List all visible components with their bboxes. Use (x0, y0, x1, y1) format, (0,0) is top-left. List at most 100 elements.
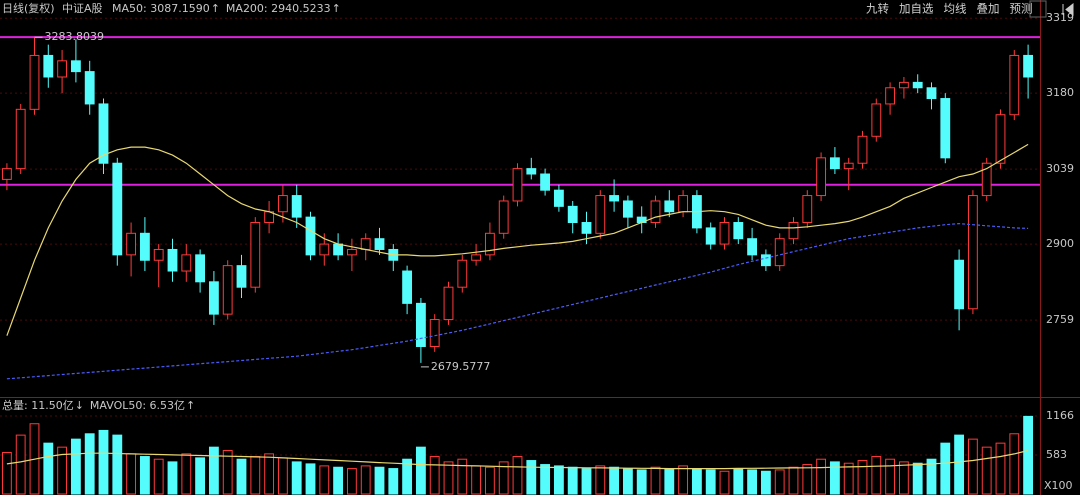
volume-bar (650, 466, 661, 495)
volume-bar (760, 470, 771, 495)
candle-body (829, 157, 840, 170)
volume-bar (512, 456, 523, 495)
rewind-icon[interactable] (1062, 2, 1074, 17)
candle-body (967, 195, 978, 310)
candle-body (857, 135, 868, 164)
volume-bar (581, 468, 592, 495)
candle-body (816, 157, 827, 197)
volume-bar (457, 458, 468, 495)
candle-body (553, 189, 564, 207)
volume-label: MAVOL50: 6.53亿 (90, 399, 185, 412)
volume-bar (664, 468, 675, 495)
volume-bar (802, 464, 813, 495)
volume-bar (388, 468, 399, 495)
candle-body (885, 87, 896, 105)
volume-bar (98, 429, 109, 495)
volume-bar (595, 465, 606, 495)
candle-body (43, 54, 54, 78)
volume-bar (843, 462, 854, 495)
volume-label: 总量: 11.50亿 (2, 398, 74, 412)
candle-body (305, 216, 316, 256)
candle-body (567, 205, 578, 224)
volume-bar (139, 456, 150, 495)
volume-bar (898, 461, 909, 495)
candle-body (195, 254, 206, 283)
toolbar (1029, 0, 1074, 18)
candle-body (926, 87, 937, 100)
volume-label: ↓ (75, 399, 84, 412)
mavol-line (6, 449, 1029, 470)
toolbar-button[interactable]: 均线 (944, 2, 967, 16)
volume-bar (622, 468, 633, 495)
candle-body (29, 54, 40, 110)
volume-bar (195, 457, 206, 495)
candle-body (360, 238, 371, 250)
candle-body (277, 195, 288, 213)
candle-body (374, 238, 385, 250)
volume-bar (222, 450, 233, 495)
volume-bar (885, 458, 896, 495)
toolbar-button[interactable]: 九转 (866, 2, 889, 16)
ma-trend: ↑ (332, 2, 341, 15)
volume-bar (1009, 433, 1020, 495)
volume-bar (871, 456, 882, 495)
candle-body (222, 265, 233, 315)
y-tick-label: 3180 (1046, 86, 1074, 99)
volume-bar (333, 466, 344, 495)
ma-label: MA200: 2940.5233 (226, 2, 331, 15)
volume-bar (57, 446, 68, 495)
candle-body (250, 222, 261, 288)
header: 日线(复权) 中证A股 (2, 1, 103, 15)
volume-bar (981, 446, 992, 495)
candle-body (333, 243, 344, 256)
candle-body (954, 259, 965, 310)
candle-body (1009, 54, 1020, 116)
candle-body (678, 195, 689, 213)
candle-body (415, 302, 426, 347)
volume-bar (181, 453, 192, 495)
candle-body (498, 200, 509, 234)
candle-body (733, 222, 744, 240)
candle-body (126, 232, 137, 256)
volume-bar (926, 458, 937, 495)
candle-body (346, 248, 357, 256)
volume-bar (43, 442, 54, 495)
volume-bar (305, 463, 316, 495)
candle-body (912, 81, 923, 89)
ma-label: MA50: 3087.1590 (112, 2, 210, 15)
candle-body (471, 254, 482, 261)
candle-body (98, 103, 109, 164)
volume-bar (940, 442, 951, 495)
candle-body (595, 195, 606, 234)
volume-bar (250, 456, 261, 495)
candle-body (774, 238, 785, 267)
volume-bar (540, 464, 551, 495)
lock-icon[interactable] (1029, 0, 1047, 18)
volume-bar (678, 465, 689, 495)
ma-line (6, 143, 1029, 336)
volume-bar (995, 442, 1006, 495)
y-tick-label: 3039 (1046, 162, 1074, 175)
toolbar-button[interactable]: 叠加 (977, 2, 1000, 16)
volume-bar (402, 458, 413, 495)
volume-bar (788, 466, 799, 495)
volume-bar (112, 434, 123, 495)
candle-body (760, 254, 771, 267)
candle-body (995, 114, 1006, 164)
period: 日线(复权) (2, 1, 55, 15)
volume-bar (747, 469, 758, 495)
toolbar-button[interactable]: 加自选 (899, 2, 934, 16)
annotation-label: 2679.5777 (431, 360, 491, 373)
toolbar-button[interactable]: 预测 (1010, 2, 1033, 16)
volume-bar (443, 461, 454, 495)
volume-unit: X100 (1044, 479, 1073, 492)
annotation-label: 3283.8039 (45, 30, 105, 43)
candle-body (484, 232, 495, 256)
index-name: 中证A股 (62, 2, 103, 15)
y-tick-label: 3319 (1046, 11, 1074, 24)
candle-body (650, 200, 661, 224)
candle-body (526, 168, 537, 175)
candle-body (402, 270, 413, 304)
candle-body (429, 319, 440, 347)
